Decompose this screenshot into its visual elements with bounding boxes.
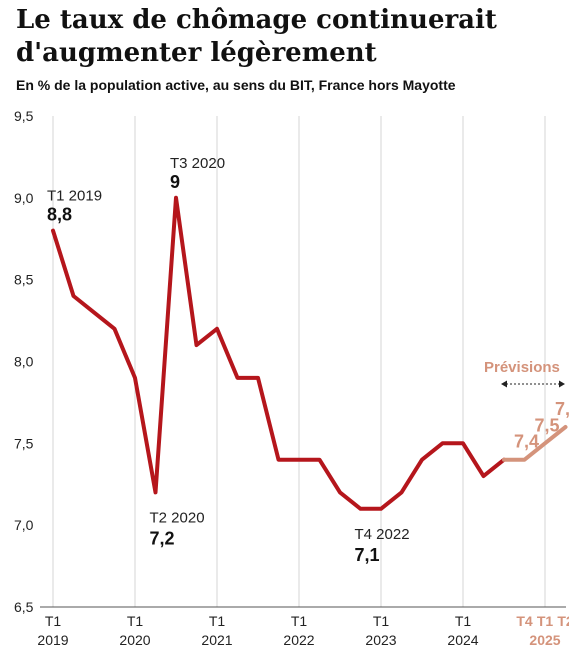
x-tick-label: T1 <box>373 613 390 629</box>
y-tick-label: 9,5 <box>14 108 34 124</box>
x-tick-label: T1 <box>291 613 308 629</box>
arrow-left-icon <box>501 380 507 388</box>
annotation-label: T4 2022 <box>355 526 410 543</box>
x-tick-label: T2 <box>557 613 569 629</box>
annotation-label: T1 2019 <box>47 188 102 205</box>
data-label: 8,8 <box>47 205 72 225</box>
y-tick-label: 7,0 <box>14 517 34 533</box>
y-tick-label: 7,5 <box>14 435 34 451</box>
data-label: 9 <box>170 172 180 192</box>
y-tick-label: 6,5 <box>14 599 34 615</box>
y-tick-label: 8,5 <box>14 272 34 288</box>
x-tick-label: T4 <box>516 613 533 629</box>
y-tick-label: 9,0 <box>14 190 34 206</box>
x-tick-year-label: 2021 <box>201 632 232 648</box>
forecast-data-label: 7,6 <box>555 399 569 419</box>
x-tick-year-label: 2023 <box>365 632 396 648</box>
x-tick-label: T1 <box>209 613 226 629</box>
series-line-actual <box>51 195 506 511</box>
arrow-right-icon <box>559 380 565 388</box>
chart-subtitle: En % de la population active, au sens du… <box>16 77 456 93</box>
annotation-label: T2 2020 <box>150 509 205 526</box>
data-label: 7,1 <box>355 545 380 565</box>
x-tick-year-label: 2025 <box>529 632 560 648</box>
x-tick-year-label: 2022 <box>283 632 314 648</box>
x-tick-year-label: 2019 <box>37 632 68 648</box>
chart-title: Le taux de chômage continuerait d'augmen… <box>16 5 497 68</box>
x-tick-label: T1 <box>45 613 62 629</box>
x-tick-year-label: 2020 <box>119 632 150 648</box>
forecast-data-label: 7,4 <box>514 432 539 452</box>
forecast-data-label: 7,5 <box>534 415 559 435</box>
series-line-forecast <box>502 425 568 462</box>
y-tick-label: 8,0 <box>14 354 34 370</box>
annotation-label: T3 2020 <box>170 155 225 172</box>
forecast-header: Prévisions <box>484 359 560 376</box>
x-tick-label: T1 <box>455 613 472 629</box>
x-tick-year-label: 2024 <box>447 632 478 648</box>
x-tick-label: T1 <box>537 613 554 629</box>
x-tick-label: T1 <box>127 613 144 629</box>
data-label: 7,2 <box>150 528 175 548</box>
